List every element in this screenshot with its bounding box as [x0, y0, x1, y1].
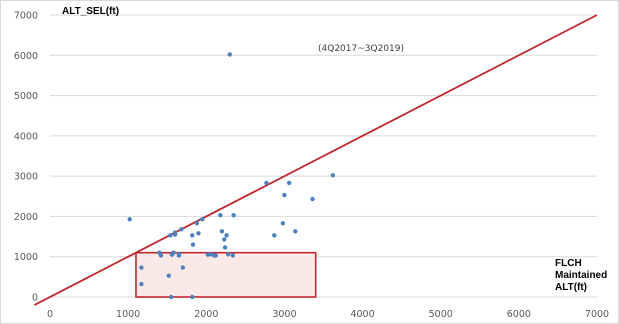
data-point — [231, 213, 236, 218]
x-tick-label: 1000 — [116, 309, 140, 320]
data-point — [190, 294, 195, 300]
y-tick-label: 7000 — [14, 11, 38, 22]
y-tick-label: 1000 — [14, 252, 38, 263]
data-point — [282, 192, 287, 198]
x-tick-label: 3000 — [272, 309, 296, 320]
x-tick-label: 6000 — [507, 309, 531, 320]
data-point — [219, 229, 225, 234]
reference-line-group — [33, 14, 598, 306]
data-point — [158, 253, 164, 258]
reference-line — [33, 14, 598, 306]
y-tick-labels: 0 1000 2000 3000 4000 5000 6000 7000 — [14, 11, 38, 304]
data-point — [190, 242, 196, 247]
data-point — [224, 233, 229, 238]
data-point — [227, 52, 232, 57]
highlight-box-group — [135, 251, 317, 298]
data-point — [176, 253, 182, 258]
y-tick-label: 3000 — [14, 172, 38, 183]
x-tick-label: 4000 — [350, 309, 374, 320]
data-point — [127, 217, 132, 222]
x-tick-label: 2000 — [194, 309, 218, 320]
data-point — [230, 253, 236, 258]
data-point — [310, 196, 315, 202]
data-point — [194, 221, 200, 226]
data-point — [330, 173, 336, 178]
data-point — [190, 233, 195, 238]
data-point — [286, 180, 292, 186]
y-tick-label: 4000 — [14, 131, 38, 142]
data-point — [171, 250, 176, 255]
data-point — [264, 180, 269, 186]
data-point — [166, 273, 171, 278]
y-tick-label: 5000 — [14, 91, 38, 102]
x-axis-label-line-3: ALT(ft) — [555, 282, 587, 293]
data-point — [179, 227, 184, 232]
points-group — [127, 52, 336, 300]
data-point — [196, 231, 201, 236]
data-point — [168, 233, 173, 238]
data-point — [280, 221, 286, 226]
data-point — [139, 265, 144, 270]
y-tick-label: 0 — [32, 293, 38, 304]
x-tick-labels: 0 1000 2000 3000 4000 5000 6000 7000 — [47, 309, 609, 320]
data-point — [222, 245, 228, 250]
data-point — [180, 265, 186, 270]
data-point — [139, 281, 144, 287]
data-point — [172, 232, 178, 237]
data-point — [200, 217, 205, 222]
x-tick-label: 5000 — [429, 309, 453, 320]
data-point — [272, 233, 277, 238]
x-axis-label-line-2: Maintained — [555, 270, 607, 281]
data-point — [222, 237, 227, 242]
data-point — [293, 229, 298, 234]
y-tick-label: 2000 — [14, 212, 38, 223]
x-axis-label-line-1: FLCH — [555, 258, 582, 269]
data-point — [213, 253, 218, 258]
y-axis-label: ALT_SEL(ft) — [62, 6, 119, 17]
data-point — [225, 252, 231, 257]
data-point — [168, 294, 174, 300]
data-point — [218, 213, 223, 218]
x-tick-label: 7000 — [585, 309, 609, 320]
x-tick-label: 0 — [47, 309, 53, 320]
period-annotation: (4Q2017~3Q2019) — [318, 44, 404, 54]
highlight-box — [135, 251, 317, 298]
y-tick-label: 6000 — [14, 51, 38, 62]
